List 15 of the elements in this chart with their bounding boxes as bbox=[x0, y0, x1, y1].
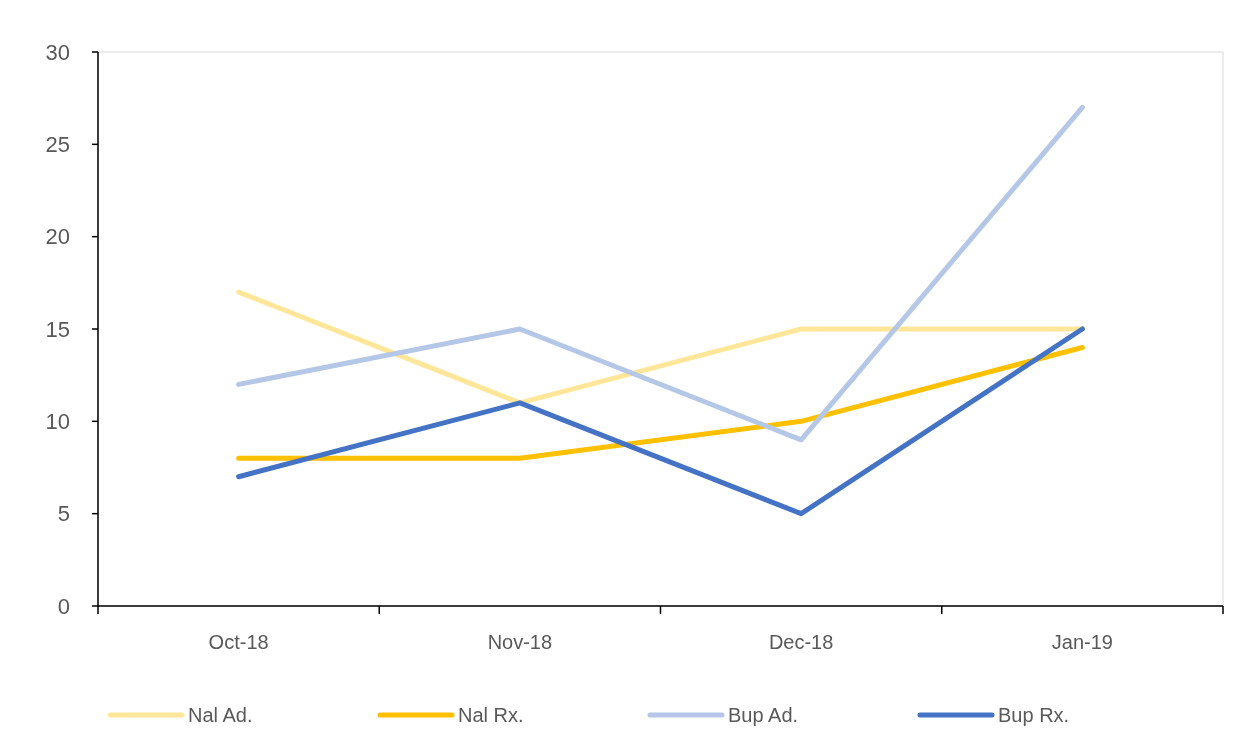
y-tick-label: 30 bbox=[45, 39, 70, 65]
y-tick-label: 25 bbox=[45, 132, 70, 158]
y-tick-label: 0 bbox=[57, 593, 70, 619]
legend-label: Bup Ad. bbox=[728, 704, 799, 726]
x-tick-label: Dec-18 bbox=[768, 631, 834, 653]
x-tick-label: Jan-19 bbox=[1051, 631, 1113, 653]
y-tick-label: 10 bbox=[45, 409, 70, 435]
legend-label: Nal Ad. bbox=[188, 704, 253, 726]
y-tick-label: 15 bbox=[45, 316, 70, 342]
legend-label: Bup Rx. bbox=[998, 704, 1070, 726]
x-tick-label: Oct-18 bbox=[208, 631, 269, 653]
y-tick-label: 5 bbox=[57, 501, 70, 527]
y-tick-label: 20 bbox=[45, 224, 70, 250]
x-tick-label: Nov-18 bbox=[487, 631, 553, 653]
legend-label: Nal Rx. bbox=[458, 704, 524, 726]
